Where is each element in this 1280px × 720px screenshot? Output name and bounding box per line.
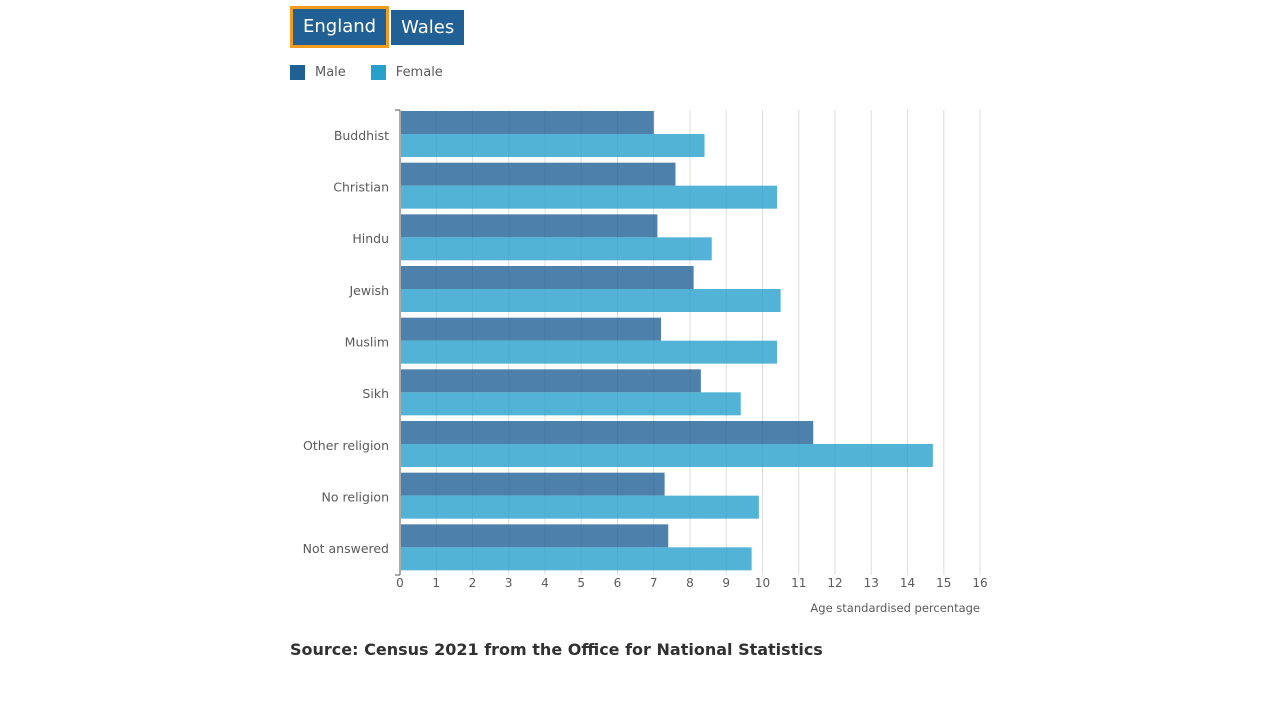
category-label: Jewish xyxy=(348,283,389,298)
bar-male xyxy=(401,162,676,186)
category-label: No religion xyxy=(322,490,389,505)
x-tick-label: 1 xyxy=(432,576,440,590)
x-tick-label: 14 xyxy=(900,576,915,590)
bar-male xyxy=(401,369,701,393)
x-tick-label: 11 xyxy=(791,576,806,590)
legend-swatch-female xyxy=(370,65,386,80)
bar-male xyxy=(401,421,814,444)
x-tick-label: 6 xyxy=(614,576,622,590)
x-tick-label: 4 xyxy=(541,576,549,590)
bar-female xyxy=(401,134,705,157)
x-axis-title: Age standardised percentage xyxy=(810,601,980,615)
bar-female xyxy=(401,237,712,261)
legend-label-male: Male xyxy=(315,65,346,80)
category-label: Other religion xyxy=(303,438,389,453)
x-tick-label: 3 xyxy=(505,576,513,590)
nation-tabs: England Wales xyxy=(290,6,465,48)
x-tick-label: 10 xyxy=(755,576,770,590)
x-tick-label: 12 xyxy=(827,576,842,590)
category-label: Buddhist xyxy=(334,128,389,143)
bar-male xyxy=(401,214,658,238)
legend-item-female: Female xyxy=(370,65,443,80)
x-tick-label: 8 xyxy=(686,576,694,590)
legend-label-female: Female xyxy=(395,65,443,80)
bar-male xyxy=(401,524,669,548)
category-label: Muslim xyxy=(345,335,389,350)
tab-wales[interactable]: Wales xyxy=(391,10,465,45)
bar-female xyxy=(401,495,759,519)
bar-female xyxy=(401,185,777,209)
x-tick-label: 2 xyxy=(469,576,477,590)
category-label: Christian xyxy=(333,180,389,195)
x-tick-label: 9 xyxy=(722,576,730,590)
x-tick-label: 16 xyxy=(972,576,987,590)
legend-swatch-male xyxy=(290,65,305,80)
bar-male xyxy=(401,472,665,496)
bar-female xyxy=(401,392,741,416)
x-tick-label: 0 xyxy=(396,576,404,590)
bar-chart: Buddhist Christian Hindu Jewish Muslim Sikh Ot… xyxy=(303,109,988,615)
x-tick-label: 5 xyxy=(577,576,585,590)
chart-legend: Male Female xyxy=(290,65,468,80)
bar-male xyxy=(401,266,694,289)
bar-female xyxy=(401,444,933,467)
bar-female xyxy=(401,547,752,571)
legend-item-male: Male xyxy=(290,65,346,80)
bar-male xyxy=(401,317,661,341)
x-tick-label: 13 xyxy=(864,576,879,590)
bar-female xyxy=(401,289,781,312)
bar-female xyxy=(401,340,777,364)
category-label: Sikh xyxy=(362,386,389,401)
x-tick-label: 15 xyxy=(936,576,951,590)
category-label: Hindu xyxy=(352,231,389,246)
category-label: Not answered xyxy=(303,541,389,556)
x-tick-label: 7 xyxy=(650,576,658,590)
bar-male xyxy=(401,111,654,134)
tab-england[interactable]: England xyxy=(290,6,390,48)
source-note: Source: Census 2021 from the Office for … xyxy=(290,640,823,659)
